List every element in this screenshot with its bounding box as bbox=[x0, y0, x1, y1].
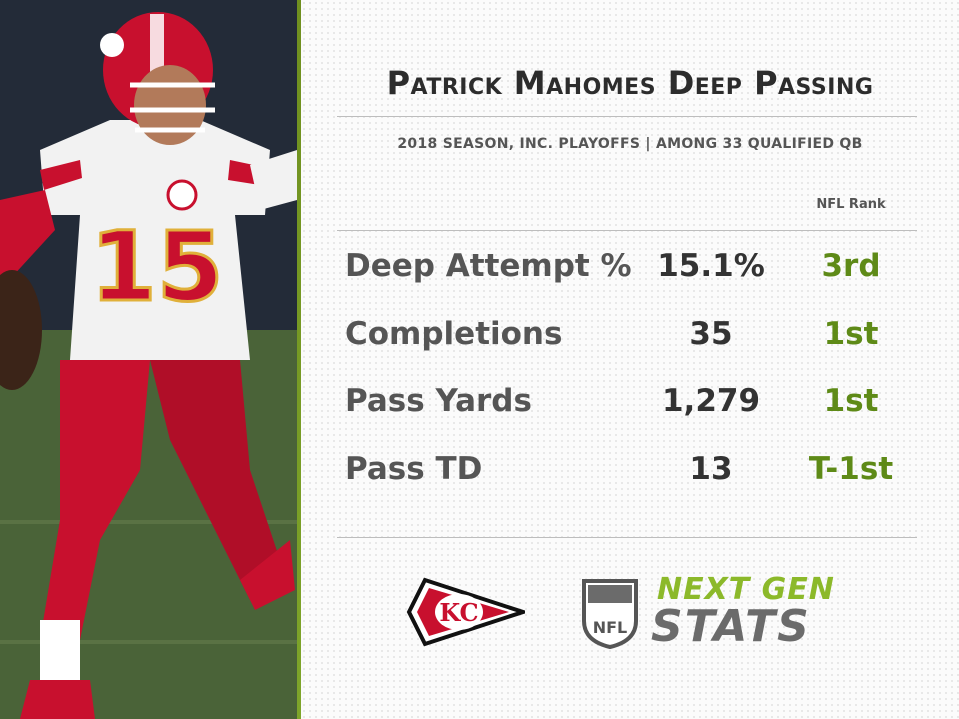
chiefs-logo: KC bbox=[406, 577, 525, 647]
table-bottom-divider bbox=[337, 537, 917, 538]
stat-value: 35 bbox=[689, 316, 733, 352]
jersey-number: 15 bbox=[90, 211, 224, 323]
stat-row-deep-attempt: Deep Attempt % 15.1% 3rd bbox=[301, 241, 959, 291]
accent-divider bbox=[297, 0, 301, 719]
stat-rank: 1st bbox=[823, 316, 879, 352]
stat-value: 1,279 bbox=[661, 383, 761, 419]
table-top-divider bbox=[337, 230, 917, 231]
next-gen-wordmark: NEXT GEN bbox=[657, 572, 835, 607]
rank-column-header: NFL Rank bbox=[816, 197, 886, 212]
stat-rank: T-1st bbox=[808, 451, 894, 487]
stat-label: Deep Attempt % bbox=[345, 248, 632, 284]
stat-row-completions: Completions 35 1st bbox=[301, 309, 959, 359]
stat-rank: 3rd bbox=[821, 248, 881, 284]
nfl-shield-icon: NFL bbox=[582, 579, 638, 649]
stat-label: Pass TD bbox=[345, 451, 483, 487]
stat-value: 13 bbox=[689, 451, 733, 487]
nfl-shield-text: NFL bbox=[593, 618, 628, 637]
stat-label: Pass Yards bbox=[345, 383, 532, 419]
stat-row-pass-yards: Pass Yards 1,279 1st bbox=[301, 376, 959, 426]
subtitle: 2018 SEASON, INC. PLAYOFFS | AMONG 33 QU… bbox=[397, 136, 863, 152]
stats-card: Patrick Mahomes Deep Passing 2018 SEASON… bbox=[301, 0, 959, 719]
team-logo-text: KC bbox=[439, 598, 478, 627]
stat-value: 15.1% bbox=[657, 248, 765, 284]
player-photo: 15 bbox=[0, 0, 297, 719]
page-title: Patrick Mahomes Deep Passing bbox=[386, 64, 874, 102]
title-divider bbox=[337, 116, 917, 117]
player-illustration: 15 bbox=[0, 0, 297, 719]
stats-wordmark: STATS bbox=[651, 601, 811, 652]
stat-row-pass-td: Pass TD 13 T-1st bbox=[301, 444, 959, 494]
stat-rank: 1st bbox=[823, 383, 879, 419]
stat-label: Completions bbox=[345, 316, 563, 352]
